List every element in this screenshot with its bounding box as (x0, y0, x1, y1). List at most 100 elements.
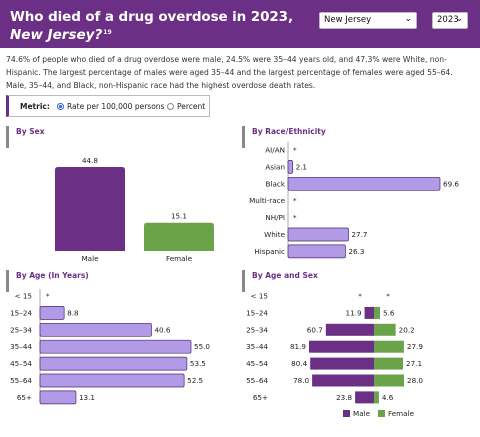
year-select[interactable]: 2023 ⌄ (432, 12, 468, 29)
bar-female (374, 340, 404, 353)
suppressed-label: * (293, 213, 297, 222)
data-label: 13.1 (79, 393, 95, 402)
data-label-male: 23.8 (336, 393, 352, 402)
category-label: 15–24 (10, 308, 32, 317)
page-title: Who died of a drug overdose in 2023, (10, 9, 293, 25)
radio-unselected-icon[interactable] (167, 103, 174, 110)
category-label: 35–44 (246, 342, 268, 351)
category-label: Black (266, 179, 286, 188)
legend-swatch-male (343, 410, 350, 417)
state-select[interactable]: New Jersey ⌄ (319, 12, 417, 29)
category-label: 45–54 (10, 359, 32, 368)
legend-swatch-female (378, 410, 385, 417)
data-label-female: 20.2 (399, 325, 415, 334)
metric-option-rate[interactable]: Rate per 100,000 persons (57, 102, 164, 111)
data-label-female: 27.1 (406, 359, 422, 368)
category-label: Hispanic (254, 247, 285, 256)
category-label: 55–64 (246, 376, 268, 385)
bar-male (325, 323, 374, 336)
bar-female (374, 357, 404, 370)
category-label: AI/AN (265, 146, 285, 155)
category-label: < 15 (251, 292, 268, 301)
data-label-female: 27.9 (407, 342, 423, 351)
category-label: 25–34 (246, 325, 268, 334)
legend-label-male: Male (353, 409, 371, 418)
title-footnote[interactable]: 19 (103, 28, 112, 36)
page-title-state-text: New Jersey? (10, 27, 103, 43)
year-select-value: 2023 (437, 15, 459, 25)
data-label: 8.8 (67, 308, 79, 317)
bar-female (374, 323, 396, 336)
data-label: 55.0 (194, 342, 210, 351)
bar (39, 339, 192, 354)
radio-selected-icon[interactable] (57, 103, 64, 110)
data-label: 69.6 (443, 179, 459, 188)
data-label-female: 28.0 (407, 376, 423, 385)
data-label-male: 11.9 (346, 308, 362, 317)
bar (287, 176, 441, 191)
suppressed-label: * (46, 292, 50, 301)
bar (287, 160, 293, 174)
chevron-down-icon: ⌄ (404, 14, 412, 24)
data-label: 26.3 (348, 247, 364, 256)
category-label: 15–24 (246, 308, 268, 317)
data-label-male: 78.0 (293, 376, 309, 385)
metric-option-rate-label: Rate per 100,000 persons (67, 102, 165, 111)
data-label: 44.8 (82, 156, 98, 165)
category-label: Male (81, 254, 99, 263)
category-label: 65+ (17, 393, 32, 402)
panel-title-sex: By Sex (6, 126, 45, 148)
data-label-female: 4.6 (382, 393, 394, 402)
bar (39, 390, 77, 405)
category-label: 45–54 (246, 359, 268, 368)
legend-label-female: Female (388, 409, 415, 418)
metric-option-percent-label: Percent (177, 102, 206, 111)
bar (55, 167, 125, 251)
category-label: White (264, 230, 285, 239)
bar (287, 227, 349, 242)
data-label: 2.1 (296, 162, 307, 171)
header-bar: Who died of a drug overdose in 2023, New… (0, 0, 480, 48)
data-label: 40.6 (154, 325, 170, 334)
category-label: 65+ (253, 393, 268, 402)
bar (39, 322, 152, 337)
bar-male (355, 391, 374, 404)
bar-male (364, 306, 374, 319)
state-select-value: New Jersey (324, 15, 372, 25)
data-label-male: 60.7 (307, 325, 323, 334)
bar-male (309, 340, 374, 353)
bar-female (374, 374, 404, 387)
metric-selector: Metric: Rate per 100,000 persons Percent (6, 95, 210, 117)
category-label: Female (166, 254, 193, 263)
data-label: 27.7 (351, 230, 367, 239)
bar-male (310, 357, 374, 370)
panel-title-age-sex: By Age and Sex (242, 270, 318, 292)
data-label: 15.1 (171, 212, 187, 221)
summary-text: 74.6% of people who died of a drug overd… (6, 55, 453, 90)
data-label-male: 81.9 (290, 342, 306, 351)
bar (287, 244, 346, 259)
metric-option-percent[interactable]: Percent (167, 102, 205, 111)
category-label: Asian (265, 162, 285, 171)
category-label: Multi-race (249, 196, 285, 205)
chevron-down-icon: ⌄ (455, 14, 463, 24)
panel-title-race: By Race/Ethnicity (242, 126, 326, 148)
data-label-male: 80.4 (291, 359, 307, 368)
panel-title-age: By Age (In Years) (6, 270, 89, 292)
bar (39, 306, 65, 320)
category-label: 25–34 (10, 325, 32, 334)
data-label: 52.5 (187, 376, 203, 385)
data-label-female: 5.6 (383, 308, 395, 317)
data-label: 53.5 (190, 359, 206, 368)
category-label: 35–44 (10, 342, 32, 351)
suppressed-label: * (293, 196, 297, 205)
suppressed-label: * (293, 146, 297, 155)
category-label: 55–64 (10, 376, 32, 385)
bar-female (374, 306, 380, 319)
bar-female (374, 391, 379, 404)
suppressed-label: * (358, 292, 362, 301)
bar (144, 222, 214, 251)
category-label: < 15 (15, 292, 32, 301)
category-label: NH/PI (265, 213, 285, 222)
